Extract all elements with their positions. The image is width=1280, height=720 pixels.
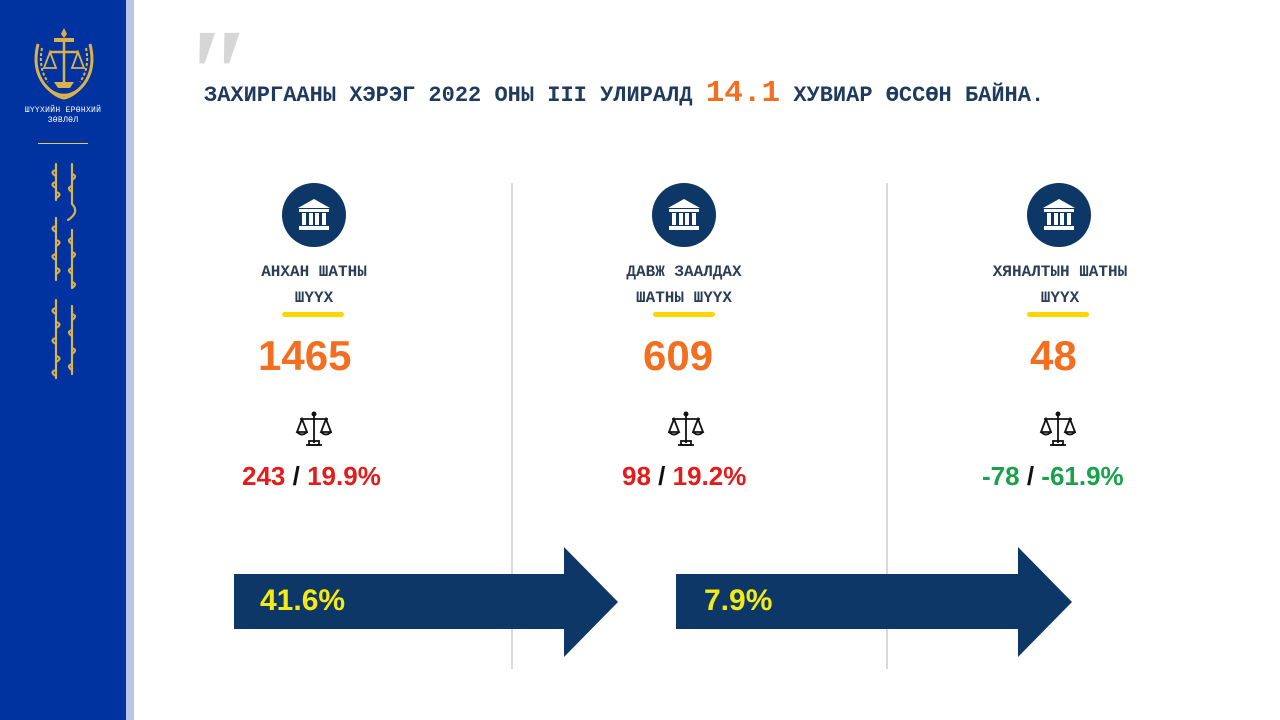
title-highlight-value: 14.1 <box>705 76 781 111</box>
change-percent: 19.9% <box>307 461 381 491</box>
change-indicator: 98 / 19.2% <box>622 461 746 491</box>
org-name: ШҮҮХИЙН ЕРӨНХИЙ ЗӨВЛӨЛ <box>0 106 126 126</box>
yellow-underline <box>1027 312 1089 317</box>
sidebar-edge <box>126 0 134 720</box>
case-count: 609 <box>643 332 714 379</box>
court-building-icon <box>652 183 716 247</box>
court-name-line2: ШҮҮХ <box>294 289 334 307</box>
court-name: АНХАН ШАТНЫ ШҮҮХ <box>184 259 444 311</box>
org-name-line1: ШҮҮХИЙН ЕРӨНХИЙ <box>24 106 102 115</box>
case-count: 48 <box>1030 332 1077 379</box>
state-emblem-icon <box>34 28 94 100</box>
change-percent: 19.2% <box>672 461 747 491</box>
growth-arrow-label: 7.9% <box>704 584 773 617</box>
court-name-line2: ШАТНЫ ШҮҮХ <box>635 289 732 307</box>
scales-of-justice-icon <box>295 411 333 446</box>
arrow-right-icon <box>676 547 1072 657</box>
sidebar-divider <box>38 143 88 144</box>
scales-of-justice-icon <box>667 411 705 446</box>
court-building-icon <box>1027 183 1091 247</box>
mongolian-script-motto <box>51 162 77 380</box>
change-absolute: 243 <box>242 461 286 491</box>
change-separator: / <box>1026 461 1035 491</box>
change-absolute: -78 <box>982 461 1020 491</box>
change-separator: / <box>292 461 300 491</box>
title-text-after: ХУВИАР ӨССӨН БАЙНА. <box>793 83 1045 108</box>
court-name: ДАВЖ ЗААЛДАХ ШАТНЫ ШҮҮХ <box>554 259 814 311</box>
yellow-underline <box>653 312 715 317</box>
change-separator: / <box>658 461 666 491</box>
growth-arrow-label: 41.6% <box>260 584 346 617</box>
column-divider <box>886 183 888 669</box>
court-name: ХЯНАЛТЫН ШАТНЫ ШҮҮХ <box>930 259 1190 311</box>
title-text-before: ЗАХИРГААНЫ ХЭРЭГ 2022 ОНЫ III УЛИРАЛД <box>204 83 693 108</box>
page-title: ЗАХИРГААНЫ ХЭРЭГ 2022 ОНЫ III УЛИРАЛД 14… <box>204 76 1044 114</box>
change-indicator: -78 / -61.9% <box>982 461 1124 491</box>
scales-of-justice-icon <box>1039 411 1077 446</box>
court-name-line1: АНХАН ШАТНЫ <box>261 263 367 281</box>
arrow-right-icon <box>234 547 618 657</box>
org-name-line2: ЗӨВЛӨЛ <box>47 116 79 125</box>
column-divider <box>511 183 513 669</box>
court-name-line1: ХЯНАЛТЫН ШАТНЫ <box>992 263 1128 281</box>
change-absolute: 98 <box>622 461 651 491</box>
case-count: 1465 <box>258 332 352 379</box>
court-building-icon <box>282 183 346 247</box>
court-name-line2: ШҮҮХ <box>1040 289 1080 307</box>
change-percent: -61.9% <box>1041 461 1124 491</box>
change-indicator: 243 / 19.9% <box>242 461 381 491</box>
quote-mark-decoration: " <box>176 3 249 147</box>
sidebar: ШҮҮХИЙН ЕРӨНХИЙ ЗӨВЛӨЛ <box>0 0 126 720</box>
yellow-underline <box>282 312 344 317</box>
court-name-line1: ДАВЖ ЗААЛДАХ <box>626 263 742 281</box>
